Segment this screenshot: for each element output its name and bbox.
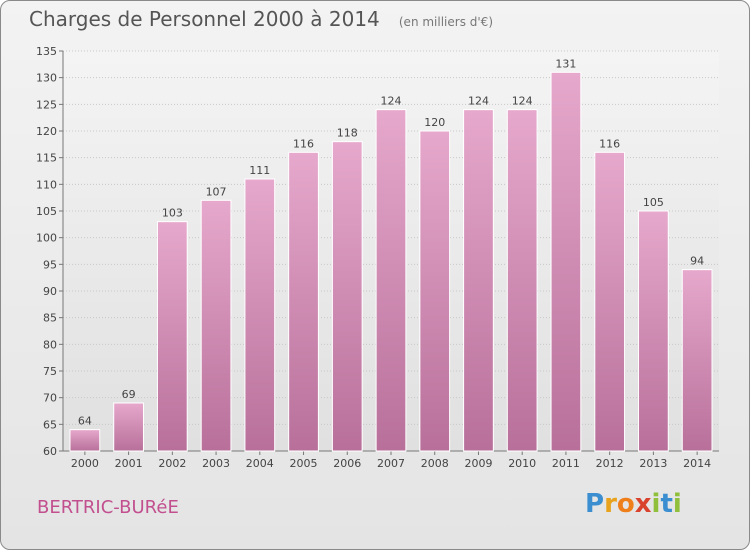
data-label: 105 [643,196,664,209]
x-tick-label: 2014 [683,457,711,470]
chart-subtitle: (en milliers d'€) [398,15,493,29]
proxiti-logo[interactable]: Proxiti [585,489,682,519]
y-tick-label: 85 [43,312,57,325]
y-tick-label: 60 [43,445,57,458]
bar [69,429,101,452]
labels-layer: 64 69 103 107 111 116 118 124 120 124 124 131 116 105… [78,57,704,427]
x-tick-label: 2001 [115,457,143,470]
y-tick-label: 95 [43,258,57,271]
axis-layer: 60 65 70 75 80 85 90 95 100 105 110 115 120 125 130 135… [36,45,719,470]
y-tick-label: 125 [36,98,57,111]
data-label: 131 [555,57,576,70]
data-label: 107 [206,185,227,198]
bar [200,199,232,452]
data-label: 118 [337,127,358,140]
y-tick-label: 100 [36,232,57,245]
bar [506,109,538,452]
x-tick-label: 2006 [333,457,361,470]
x-tick-label: 2007 [377,457,405,470]
x-tick-label: 2009 [464,457,492,470]
chart-title: Charges de Personnel 2000 à 2014 [29,7,380,31]
y-tick-label: 110 [36,178,57,191]
bar [463,109,494,452]
logo-letter: o [616,489,635,519]
y-tick-label: 105 [36,205,57,218]
bar [550,71,582,452]
data-label: 120 [424,116,445,129]
data-label: 94 [690,255,704,268]
data-label: 116 [293,137,314,150]
bars-layer [69,71,713,452]
x-tick-label: 2004 [246,457,274,470]
x-tick-label: 2011 [552,457,580,470]
x-tick-label: 2013 [639,457,667,470]
commune-name: BERTRIC-BURéE [37,497,179,518]
title-row: Charges de Personnel 2000 à 2014 (en mil… [29,7,493,31]
bar [156,221,188,452]
logo-letter: r [604,489,617,519]
data-label: 124 [468,95,489,108]
y-tick-label: 130 [36,72,57,85]
bar [244,178,276,452]
x-tick-label: 2010 [508,457,536,470]
y-tick-label: 70 [43,392,57,405]
data-label: 103 [162,207,183,220]
y-tick-label: 65 [43,418,57,431]
logo-letter: t [660,489,673,519]
bar [288,151,319,452]
bar [375,109,407,452]
x-tick-label: 2012 [596,457,624,470]
logo-letter: i [651,489,661,519]
bar [331,141,363,452]
x-tick-label: 2003 [202,457,230,470]
bar [638,210,669,452]
data-label: 124 [381,95,402,108]
logo-letter: i [672,489,682,519]
data-label: 116 [599,137,620,150]
logo-letter: P [585,489,605,519]
bar [419,130,451,452]
y-tick-label: 80 [43,338,57,351]
data-label: 69 [122,388,136,401]
bar [681,269,713,452]
x-tick-label: 2000 [71,457,99,470]
y-tick-label: 115 [36,152,57,165]
bar [594,151,626,452]
y-tick-label: 135 [36,45,57,58]
y-tick-label: 75 [43,365,57,378]
y-tick-label: 120 [36,125,57,138]
bar [113,402,144,452]
data-label: 124 [512,95,533,108]
y-tick-label: 90 [43,285,57,298]
logo-letter: x [634,489,652,519]
x-tick-label: 2002 [158,457,186,470]
data-label: 111 [249,164,270,177]
x-tick-label: 2005 [290,457,318,470]
x-tick-label: 2008 [421,457,449,470]
data-label: 64 [78,415,92,428]
